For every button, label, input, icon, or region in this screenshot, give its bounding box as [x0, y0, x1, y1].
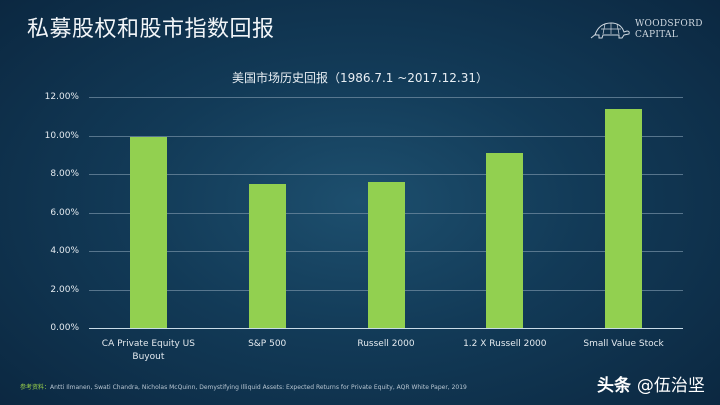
y-tick-label: 6.00%: [50, 207, 79, 218]
source-text: Antti Ilmanen, Swati Chandra, Nicholas M…: [50, 384, 467, 391]
bar-chart-plot: [89, 97, 683, 329]
y-tick-label: 12.00%: [44, 92, 79, 102]
x-axis-line: [89, 327, 683, 329]
y-tick-label: 10.00%: [44, 130, 79, 141]
bar: [605, 108, 643, 328]
x-tick-label: S&P 500: [248, 339, 287, 349]
y-tick-label: 8.00%: [50, 169, 79, 179]
x-tick-label: Russell 2000: [357, 339, 415, 349]
watermark-author: @伍治坚: [636, 376, 705, 396]
source-citation: 参考资料：Antti Ilmanen, Swati Chandra, Nicho…: [20, 382, 467, 391]
slide-title: 私募股权和股市指数回报: [27, 17, 275, 42]
x-tick-label: Small Value Stock: [583, 339, 664, 349]
y-tick-label: 2.00%: [50, 284, 79, 295]
y-tick-label: 0.00%: [50, 323, 79, 333]
gridline: [89, 97, 683, 98]
x-tick-label: CA Private Equity US Buyout: [101, 339, 195, 362]
x-tick-label: 1.2 X Russell 2000: [463, 339, 547, 349]
chart-title: 美国市场历史回报（1986.7.1 ~2017.12.31）: [231, 71, 488, 85]
company-logo: WOODSFORD CAPITAL: [589, 19, 703, 41]
bar: [248, 183, 286, 328]
y-tick-label: 4.00%: [50, 246, 79, 256]
source-lead: 参考资料：: [20, 384, 51, 391]
bar: [486, 152, 524, 328]
watermark: 头条 @伍治坚: [597, 371, 705, 396]
bar: [129, 137, 167, 328]
gridline: [89, 135, 683, 137]
logo-line-2: CAPITAL: [635, 30, 679, 40]
bar: [367, 181, 405, 328]
gridline: [89, 174, 683, 175]
logo-line-1: WOODSFORD: [635, 19, 703, 29]
watermark-platform: 头条: [597, 376, 631, 396]
tortoise-icon: [590, 22, 630, 39]
